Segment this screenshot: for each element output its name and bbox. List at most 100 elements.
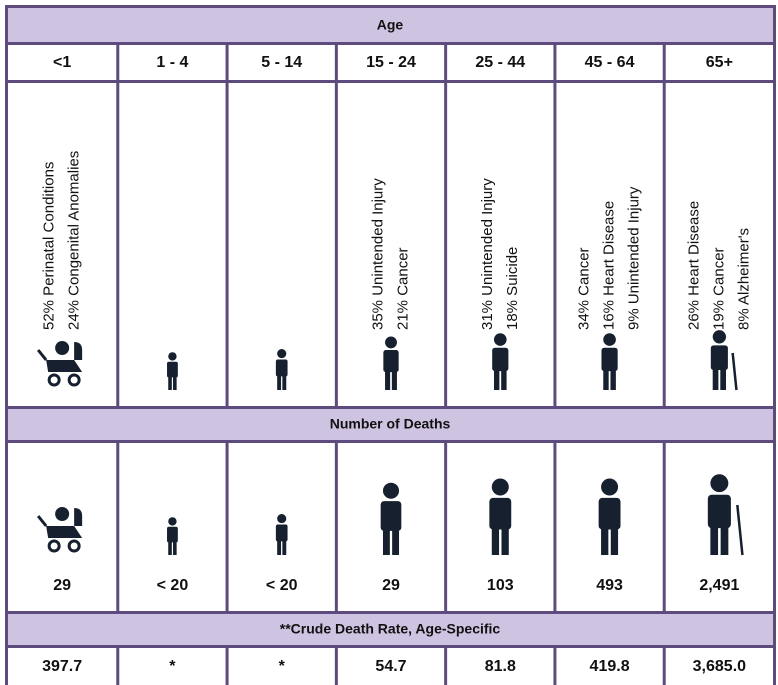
rate-value: *	[169, 658, 176, 675]
age-label: 25 - 44	[475, 54, 525, 71]
age-label: 15 - 24	[366, 54, 416, 71]
icon-leg	[501, 368, 507, 390]
icon-leg	[277, 539, 282, 555]
age-cell	[665, 45, 773, 80]
age-label: 5 - 14	[261, 54, 302, 71]
deaths-value: 103	[487, 577, 514, 594]
rate-value: 3,685.0	[693, 658, 746, 675]
icon-leg	[720, 524, 729, 555]
icon-body	[598, 497, 621, 530]
icon-head	[277, 514, 287, 524]
icon-body	[275, 524, 288, 542]
rate-cell	[228, 648, 335, 685]
icon-head	[168, 517, 177, 526]
deaths-value: 2,491	[699, 577, 739, 594]
icon-cane	[731, 352, 738, 391]
icon-leg	[501, 525, 509, 555]
icon-leg	[610, 368, 616, 390]
rate-value: 397.7	[42, 658, 82, 675]
age-label: 65+	[706, 54, 733, 71]
rate-value: 81.8	[485, 658, 516, 675]
deaths-value: 493	[596, 577, 623, 594]
cause-text: 24% Congenital Anomalies	[66, 151, 83, 330]
icon-leg	[710, 524, 719, 555]
icon-leg	[493, 368, 500, 390]
rate-value: 419.8	[590, 658, 630, 675]
cause-text: 35% Unintended Injury	[369, 178, 386, 330]
deaths-value: < 20	[157, 577, 189, 594]
rate-header: **Crude Death Rate, Age-Specific	[280, 621, 501, 637]
icon-leg	[601, 525, 609, 555]
icon-body	[380, 501, 402, 531]
icon-leg	[391, 369, 397, 390]
age-cell	[8, 45, 117, 80]
icon-body	[275, 359, 288, 377]
age-label: 45 - 64	[585, 54, 635, 71]
icon-wheel	[47, 539, 61, 553]
cause-text: 8% Alzheimer's	[735, 228, 752, 330]
icon-body	[601, 347, 618, 372]
icon-baby-head	[55, 507, 70, 521]
cause-text: 31% Unintended Injury	[479, 178, 496, 330]
icon-head	[382, 482, 400, 499]
icon-leg	[712, 367, 719, 390]
icon-wheel	[47, 373, 61, 387]
icon-body	[492, 347, 509, 372]
cause-text: 52% Perinatal Conditions	[41, 162, 58, 330]
icon-wheel	[67, 539, 81, 553]
icon-head	[491, 478, 509, 496]
rate-value: *	[279, 658, 286, 675]
icon-head	[168, 352, 177, 361]
age-label: <1	[53, 54, 71, 71]
icon-leg	[173, 540, 177, 555]
cause-cell	[8, 83, 117, 406]
icon-body	[383, 350, 399, 373]
icon-leg	[491, 525, 500, 555]
icon-leg	[610, 525, 619, 555]
icon-handle	[36, 515, 48, 527]
icon-body	[167, 361, 178, 378]
icon-head	[277, 349, 287, 359]
cause-text: 18% Suicide	[504, 247, 521, 330]
age-label: 1 - 4	[156, 54, 188, 71]
deaths-value: 29	[53, 577, 71, 594]
icon-head	[385, 336, 397, 349]
cause-text: 34% Cancer	[576, 247, 593, 330]
icon-leg	[392, 527, 400, 555]
rate-header-cell	[8, 614, 773, 645]
icon-body	[167, 526, 178, 543]
icon-stroller	[46, 342, 83, 372]
icon-head	[712, 330, 727, 344]
icon-cane	[736, 504, 744, 556]
deaths-header-cell	[8, 409, 773, 440]
icon-wheel	[67, 373, 81, 387]
cause-text: 9% Unintended Injury	[626, 186, 643, 330]
age-cell	[119, 45, 226, 80]
icon-head	[601, 478, 619, 496]
deaths-value: 29	[382, 577, 400, 594]
age-cell	[337, 45, 445, 80]
icon-body	[489, 497, 512, 530]
rate-value: 54.7	[375, 658, 406, 675]
age-cell	[228, 45, 335, 80]
cause-text: 19% Cancer	[710, 247, 727, 330]
deaths-value: < 20	[266, 577, 298, 594]
age-header: Age	[377, 17, 404, 33]
cause-text: 16% Heart Disease	[601, 201, 618, 330]
icon-leg	[277, 374, 282, 390]
rate-cell	[8, 648, 117, 685]
icon-body	[707, 494, 731, 529]
icon-leg	[720, 367, 727, 390]
rate-cell	[447, 648, 554, 685]
age-cell	[447, 45, 554, 80]
icon-baby-head	[55, 341, 70, 355]
icon-leg	[168, 375, 172, 390]
icon-leg	[382, 527, 390, 555]
cause-text: 26% Heart Disease	[685, 201, 702, 330]
icon-leg	[282, 539, 287, 555]
rate-cell	[556, 648, 663, 685]
age-header-cell	[8, 8, 773, 42]
rate-cell	[119, 648, 226, 685]
icon-leg	[282, 374, 287, 390]
